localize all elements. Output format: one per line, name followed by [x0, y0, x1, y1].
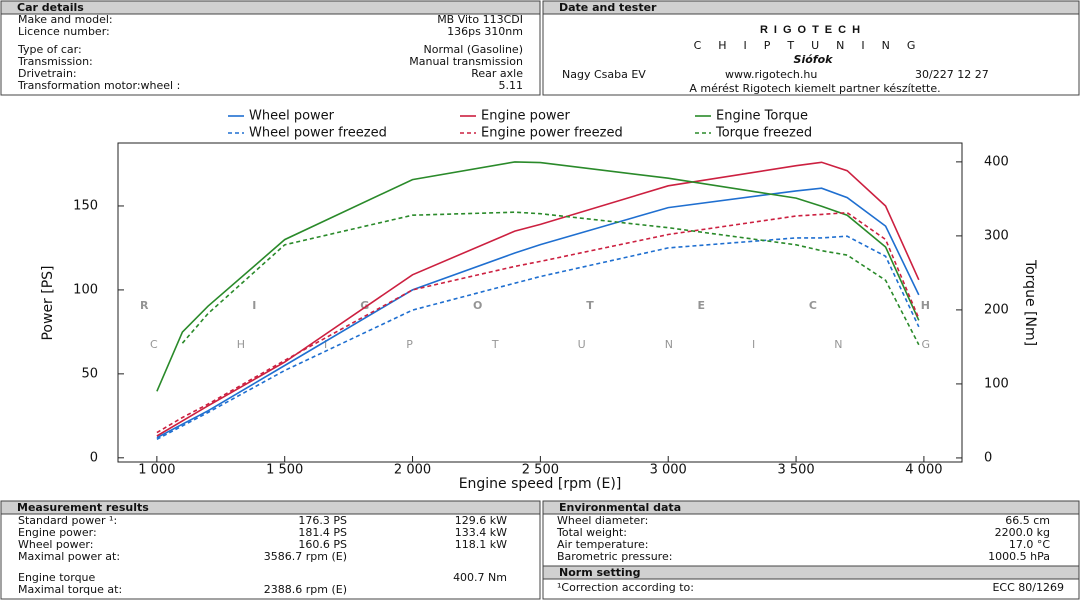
result-label: Standard power ¹:	[18, 514, 117, 527]
phone: 30/227 12 27	[915, 68, 989, 81]
result-label: Engine power:	[18, 526, 97, 539]
x-tick-label: 1 500	[266, 463, 303, 478]
contact-name: Nagy Csaba EV	[562, 68, 646, 81]
panel-header	[0, 500, 541, 515]
env-value: 17.0 °C	[1009, 538, 1050, 551]
y2-tick-label: 400	[984, 154, 1009, 169]
detail-value: 5.11	[499, 79, 524, 92]
detail-value: MB Vito 113CDI	[437, 13, 523, 26]
x-tick-label: 4 000	[905, 463, 942, 478]
y2-tick-label: 100	[984, 376, 1009, 391]
plot-frame	[117, 142, 963, 463]
panel-header	[542, 0, 1080, 15]
panel-header	[0, 0, 541, 15]
legend-label: Torque freezed	[715, 126, 812, 141]
panel-title: Norm setting	[559, 566, 640, 579]
result-label: Engine torque	[18, 571, 96, 584]
panel-title: Car details	[17, 1, 84, 14]
y2-axis-title: Torque [Nm]	[1022, 259, 1038, 346]
result-value: 2388.6 rpm (E)	[264, 583, 347, 596]
series-line	[156, 161, 920, 392]
detail-label: Type of car:	[17, 43, 82, 56]
legend-label: Wheel power	[249, 109, 335, 124]
logo-sub: CHIPTUNING	[694, 39, 933, 52]
y-tick-label: 150	[73, 198, 98, 213]
y-tick-label: 0	[90, 450, 98, 465]
env-value: 2200.0 kg	[995, 526, 1050, 539]
legend-label: Engine power	[481, 109, 571, 124]
series-line	[156, 161, 920, 437]
detail-value: Rear axle	[471, 67, 523, 80]
x-tick-label: 1 000	[138, 463, 175, 478]
norm-value: ECC 80/1269	[992, 581, 1064, 594]
result-label: Maximal power at:	[18, 550, 120, 563]
x-axis-title: Engine speed [rpm (E)]	[459, 476, 622, 492]
series-line	[156, 235, 920, 441]
env-label: Barometric pressure:	[557, 550, 672, 563]
panel-title: Date and tester	[559, 1, 657, 14]
env-value: 66.5 cm	[1005, 514, 1050, 527]
detail-label: Transformation motor:wheel :	[17, 79, 180, 92]
env-value: 1000.5 hPa	[988, 550, 1050, 563]
y2-tick-label: 300	[984, 228, 1009, 243]
y-tick-label: 100	[73, 282, 98, 297]
panel-header	[542, 565, 1080, 580]
detail-label: Make and model:	[18, 13, 113, 26]
y2-tick-label: 200	[984, 302, 1009, 317]
result-label: Wheel power:	[18, 538, 93, 551]
detail-label: Transmission:	[17, 55, 93, 68]
legend-label: Engine power freezed	[481, 126, 623, 141]
city: Siófok	[794, 53, 834, 66]
result-value: 160.6 PS	[298, 538, 347, 551]
y-axis-title: Power [PS]	[40, 265, 56, 340]
x-tick-label: 3 000	[650, 463, 687, 478]
panel-title: Environmental data	[559, 501, 681, 514]
x-tick-label: 2 500	[522, 463, 559, 478]
detail-value: Manual transmission	[409, 55, 523, 68]
env-label: Total weight:	[556, 526, 627, 539]
result-value2: 129.6 kW	[455, 514, 507, 527]
logo: RIGOTECH	[760, 24, 866, 36]
result-value: 181.4 PS	[298, 526, 347, 539]
series-line	[156, 211, 920, 434]
legend-label: Wheel power freezed	[249, 126, 387, 141]
norm-label: ¹Correction according to:	[557, 581, 694, 594]
y-tick-label: 50	[81, 366, 98, 381]
env-label: Wheel diameter:	[557, 514, 648, 527]
result-label: Maximal torque at:	[18, 583, 122, 596]
result-value: 3586.7 rpm (E)	[264, 550, 347, 563]
panel-header	[542, 500, 1080, 515]
y2-tick-label: 0	[984, 450, 992, 465]
x-tick-label: 3 500	[777, 463, 814, 478]
legend-label: Engine Torque	[716, 109, 808, 124]
note: A mérést Rigotech kiemelt partner készít…	[689, 82, 940, 95]
result-value2: 118.1 kW	[455, 538, 507, 551]
env-label: Air temperature:	[557, 538, 648, 551]
result-value2: 133.4 kW	[455, 526, 507, 539]
detail-label: Drivetrain:	[18, 67, 77, 80]
x-tick-label: 2 000	[394, 463, 431, 478]
panel-title: Measurement results	[17, 501, 149, 514]
result-value: 176.3 PS	[298, 514, 347, 527]
series-line	[181, 211, 920, 346]
detail-label: Licence number:	[18, 25, 110, 38]
detail-value: 136ps 310nm	[447, 25, 523, 38]
series-line	[156, 187, 920, 439]
website: www.rigotech.hu	[725, 68, 817, 81]
detail-value: Normal (Gasoline)	[424, 43, 523, 56]
result-value2: 400.7 Nm	[453, 571, 507, 584]
